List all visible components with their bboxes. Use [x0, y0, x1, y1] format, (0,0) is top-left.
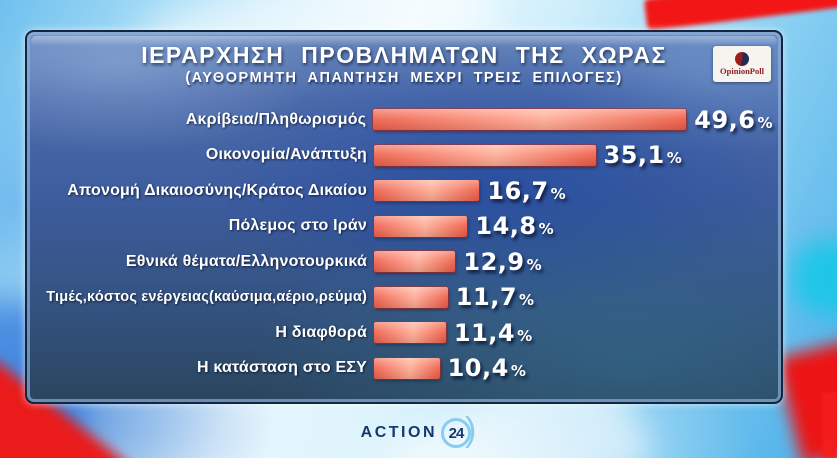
bar	[374, 357, 440, 379]
bar-row: Απονομή Δικαιοσύνης/Κράτος Δικαίου 16,7%	[41, 173, 773, 209]
bar	[374, 322, 446, 344]
bar-label: Απονομή Δικαιοσύνης/Κράτος Δικαίου	[67, 181, 367, 199]
bar	[374, 286, 448, 308]
bar-value: 49,6%	[694, 106, 773, 134]
percent-sign: %	[526, 255, 543, 274]
bar	[374, 215, 468, 237]
channel-logo-area: ACTION 24 )	[360, 411, 477, 449]
bar-value: 16,7%	[487, 177, 566, 205]
bar-value: 10,4%	[448, 354, 527, 382]
percent-sign: %	[550, 184, 567, 203]
opinionpoll-logo-icon	[735, 52, 749, 67]
poll-subtitle: (ΑΥΘΟΡΜΗΤΗ ΑΠΑΝΤΗΣΗ ΜΕΧΡΙ ΤΡΕΙΣ ΕΠΙΛΟΓΕΣ…	[185, 70, 623, 86]
bar-value-number: 35,1	[603, 141, 665, 170]
percent-sign: %	[517, 326, 533, 345]
bar-value-number: 11,4	[453, 318, 516, 347]
red-accent-top-right	[643, 0, 837, 31]
bar-label: Τιμές,κόστος ενέργειας(καύσιμα,αέριο,ρεύ…	[46, 289, 367, 306]
percent-sign: %	[510, 362, 527, 381]
opinionpoll-logo-text: OpinionPoll	[720, 66, 764, 77]
bar-value: 11,4%	[454, 319, 533, 347]
percent-sign: %	[538, 220, 555, 239]
bar-value: 35,1%	[604, 141, 683, 169]
bar-row: Η διαφθορά 11,4%	[41, 315, 773, 351]
bar	[374, 144, 596, 166]
bar-rows: Ακρίβεια/Πληθωρισμός 49,6% Οικονομία/Ανά…	[41, 102, 773, 386]
red-accent-right-strip	[822, 392, 837, 458]
poll-title: ΙΕΡΑΡΧΗΣΗ ΠΡΟΒΛΗΜΑΤΩΝ ΤΗΣ ΧΩΡΑΣ	[141, 42, 667, 68]
bar-row: Η κατάσταση στο ΕΣΥ 10,4%	[41, 351, 773, 387]
bar-value-number: 12,9	[463, 247, 525, 276]
bar-value-number: 10,4	[447, 354, 509, 383]
action24-logo-text: ACTION	[360, 424, 437, 441]
bar-value: 12,9%	[463, 248, 542, 276]
bar-label: Η κατάσταση στο ΕΣΥ	[196, 359, 367, 377]
bar-label: Η διαφθορά	[275, 323, 367, 341]
bar-value-number: 49,6	[694, 105, 756, 134]
poll-panel: ΙΕΡΑΡΧΗΣΗ ΠΡΟΒΛΗΜΑΤΩΝ ΤΗΣ ΧΩΡΑΣ (ΑΥΘΟΡΜΗ…	[25, 30, 783, 404]
bar-row: Ακρίβεια/Πληθωρισμός 49,6%	[41, 102, 773, 138]
bar-value-number: 14,8	[475, 212, 537, 241]
bar-row: Εθνικά θέματα/Ελληνοτουρκικά 12,9%	[41, 244, 773, 280]
percent-sign: %	[666, 149, 683, 168]
bar-value-number: 16,7	[487, 176, 549, 205]
bar-value: 11,7%	[456, 283, 535, 311]
bar	[374, 180, 480, 202]
percent-sign: %	[519, 291, 535, 310]
bar	[374, 251, 456, 273]
percent-sign: %	[757, 113, 773, 132]
action24-logo-number: 24	[448, 424, 465, 442]
action24-logo-circle: 24	[441, 418, 471, 448]
poll-header: ΙΕΡΑΡΧΗΣΗ ΠΡΟΒΛΗΜΑΤΩΝ ΤΗΣ ΧΩΡΑΣ (ΑΥΘΟΡΜΗ…	[27, 42, 781, 86]
bar	[373, 109, 687, 131]
cyan-accent-right	[793, 242, 837, 314]
bar-value: 14,8%	[475, 212, 554, 240]
bar-label: Ακρίβεια/Πληθωρισμός	[185, 110, 367, 128]
bar-label: Εθνικά θέματα/Ελληνοτουρκικά	[125, 252, 367, 270]
bar-label: Οικονομία/Ανάπτυξη	[205, 146, 367, 164]
opinionpoll-logo: OpinionPoll	[713, 46, 771, 82]
bar-row: Οικονομία/Ανάπτυξη 35,1%	[41, 138, 773, 174]
bar-label: Πόλεμος στο Ιράν	[228, 217, 367, 235]
bar-row: Τιμές,κόστος ενέργειας(καύσιμα,αέριο,ρεύ…	[41, 280, 773, 316]
bar-value-number: 11,7	[455, 283, 518, 312]
bar-row: Πόλεμος στο Ιράν 14,8%	[41, 209, 773, 245]
